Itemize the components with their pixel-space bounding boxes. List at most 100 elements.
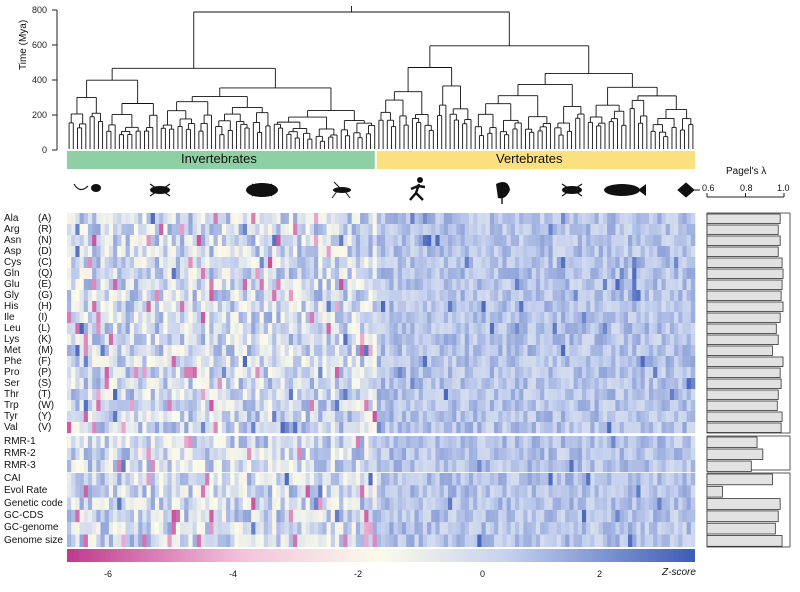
heatmap-cell — [494, 509, 499, 523]
heatmap-cell — [138, 411, 143, 423]
heatmap-cell — [234, 268, 239, 280]
heatmap-cell — [92, 235, 97, 247]
heatmap-cell — [577, 460, 583, 473]
heatmap-cell — [577, 436, 583, 449]
heatmap-cell — [410, 345, 415, 357]
heatmap-cell — [481, 367, 486, 379]
heatmap-cell — [104, 378, 110, 390]
heatmap-cell — [506, 422, 512, 434]
heatmap-cell — [288, 334, 294, 346]
lambda-bar — [706, 535, 783, 547]
heatmap-cell — [464, 460, 470, 473]
colorbar-label: Z-score — [662, 567, 696, 578]
heatmap-cell — [263, 356, 269, 368]
heatmap-cell — [397, 509, 403, 523]
heatmap-cell — [548, 290, 553, 302]
heatmap-cell — [133, 235, 139, 247]
heatmap-cell — [586, 485, 591, 498]
heatmap-cell — [489, 411, 495, 423]
heatmap-cell — [381, 422, 386, 434]
heatmap-cell — [150, 235, 156, 247]
heatmap-cell — [602, 246, 608, 258]
heatmap-cell — [372, 290, 378, 302]
heatmap-cell — [255, 301, 260, 313]
heatmap-cell — [221, 312, 227, 324]
heatmap-cell — [602, 235, 608, 247]
heatmap-cell — [502, 485, 507, 498]
heatmap-cell — [418, 268, 424, 280]
heatmap-cell — [167, 460, 172, 473]
heatmap-cell — [690, 460, 696, 473]
heatmap-cell — [133, 411, 139, 423]
heatmap-cell — [565, 460, 570, 473]
heatmap-cell — [259, 436, 265, 449]
heatmap-cell — [389, 290, 394, 302]
heatmap-cell — [67, 378, 72, 390]
heatmap-cell — [573, 356, 579, 368]
heatmap-cell — [636, 345, 641, 357]
heatmap-cell — [226, 378, 231, 390]
heatmap-cell — [489, 301, 495, 313]
heatmap-cell — [615, 312, 620, 324]
heatmap-cell — [381, 411, 386, 423]
heatmap-cell — [146, 460, 152, 473]
heatmap-cell — [113, 448, 118, 461]
heatmap-cell — [238, 323, 244, 335]
heatmap-cell — [653, 323, 658, 335]
heatmap-cell — [121, 301, 126, 313]
heatmap-cell — [406, 422, 411, 434]
heatmap-cell — [632, 257, 637, 269]
heatmap-cell — [121, 323, 126, 335]
heatmap-cell — [146, 334, 152, 346]
heatmap-cell — [422, 334, 428, 346]
heatmap-cell — [481, 485, 486, 498]
heatmap-cell — [301, 448, 306, 461]
heatmap-cell — [247, 345, 252, 357]
heatmap-cell — [443, 334, 449, 346]
heatmap-cell — [364, 290, 369, 302]
heatmap-cell — [431, 290, 436, 302]
heatmap-cell — [309, 224, 315, 236]
heatmap-cell — [494, 213, 499, 225]
heatmap-cell — [238, 213, 244, 225]
heatmap-cell — [640, 436, 646, 449]
heatmap-cell — [255, 378, 260, 390]
heatmap-cell — [636, 323, 641, 335]
heatmap-cell — [351, 301, 357, 313]
heatmap-cell — [75, 312, 80, 324]
heatmap-cell — [531, 522, 537, 535]
heatmap-cell — [498, 448, 503, 461]
heatmap-cell — [322, 389, 327, 401]
vertebrates-bar — [376, 151, 695, 169]
heatmap-cell — [414, 389, 419, 401]
heatmap-cell — [288, 509, 294, 523]
heatmap-cell — [385, 290, 390, 302]
heatmap-cell — [138, 268, 143, 280]
heatmap-cell — [288, 235, 294, 247]
heatmap-cell — [146, 473, 152, 486]
heatmap-cell — [602, 224, 608, 236]
heatmap-cell — [556, 485, 562, 498]
heatmap-cell — [489, 367, 495, 379]
heatmap-cell — [364, 400, 369, 412]
heatmap-cell — [163, 224, 168, 236]
heatmap-cell — [284, 301, 290, 313]
heatmap-cell — [623, 378, 629, 390]
heatmap-cell — [581, 534, 587, 547]
heatmap-cell — [213, 334, 219, 346]
heatmap-cell — [104, 400, 110, 412]
heatmap-cell — [284, 268, 290, 280]
heatmap-cell — [171, 485, 177, 498]
heatmap-cell — [200, 268, 206, 280]
heatmap-cell — [590, 268, 595, 280]
heatmap-cell — [263, 246, 269, 258]
heatmap-cell — [171, 378, 177, 390]
heatmap-cell — [422, 411, 428, 423]
heatmap-cell — [184, 334, 189, 346]
heatmap-cell — [653, 378, 658, 390]
heatmap-cell — [674, 422, 679, 434]
heatmap-cell — [339, 509, 344, 523]
heatmap-cell — [247, 323, 252, 335]
heatmap-cell — [238, 224, 244, 236]
heatmap-cell — [104, 497, 110, 511]
